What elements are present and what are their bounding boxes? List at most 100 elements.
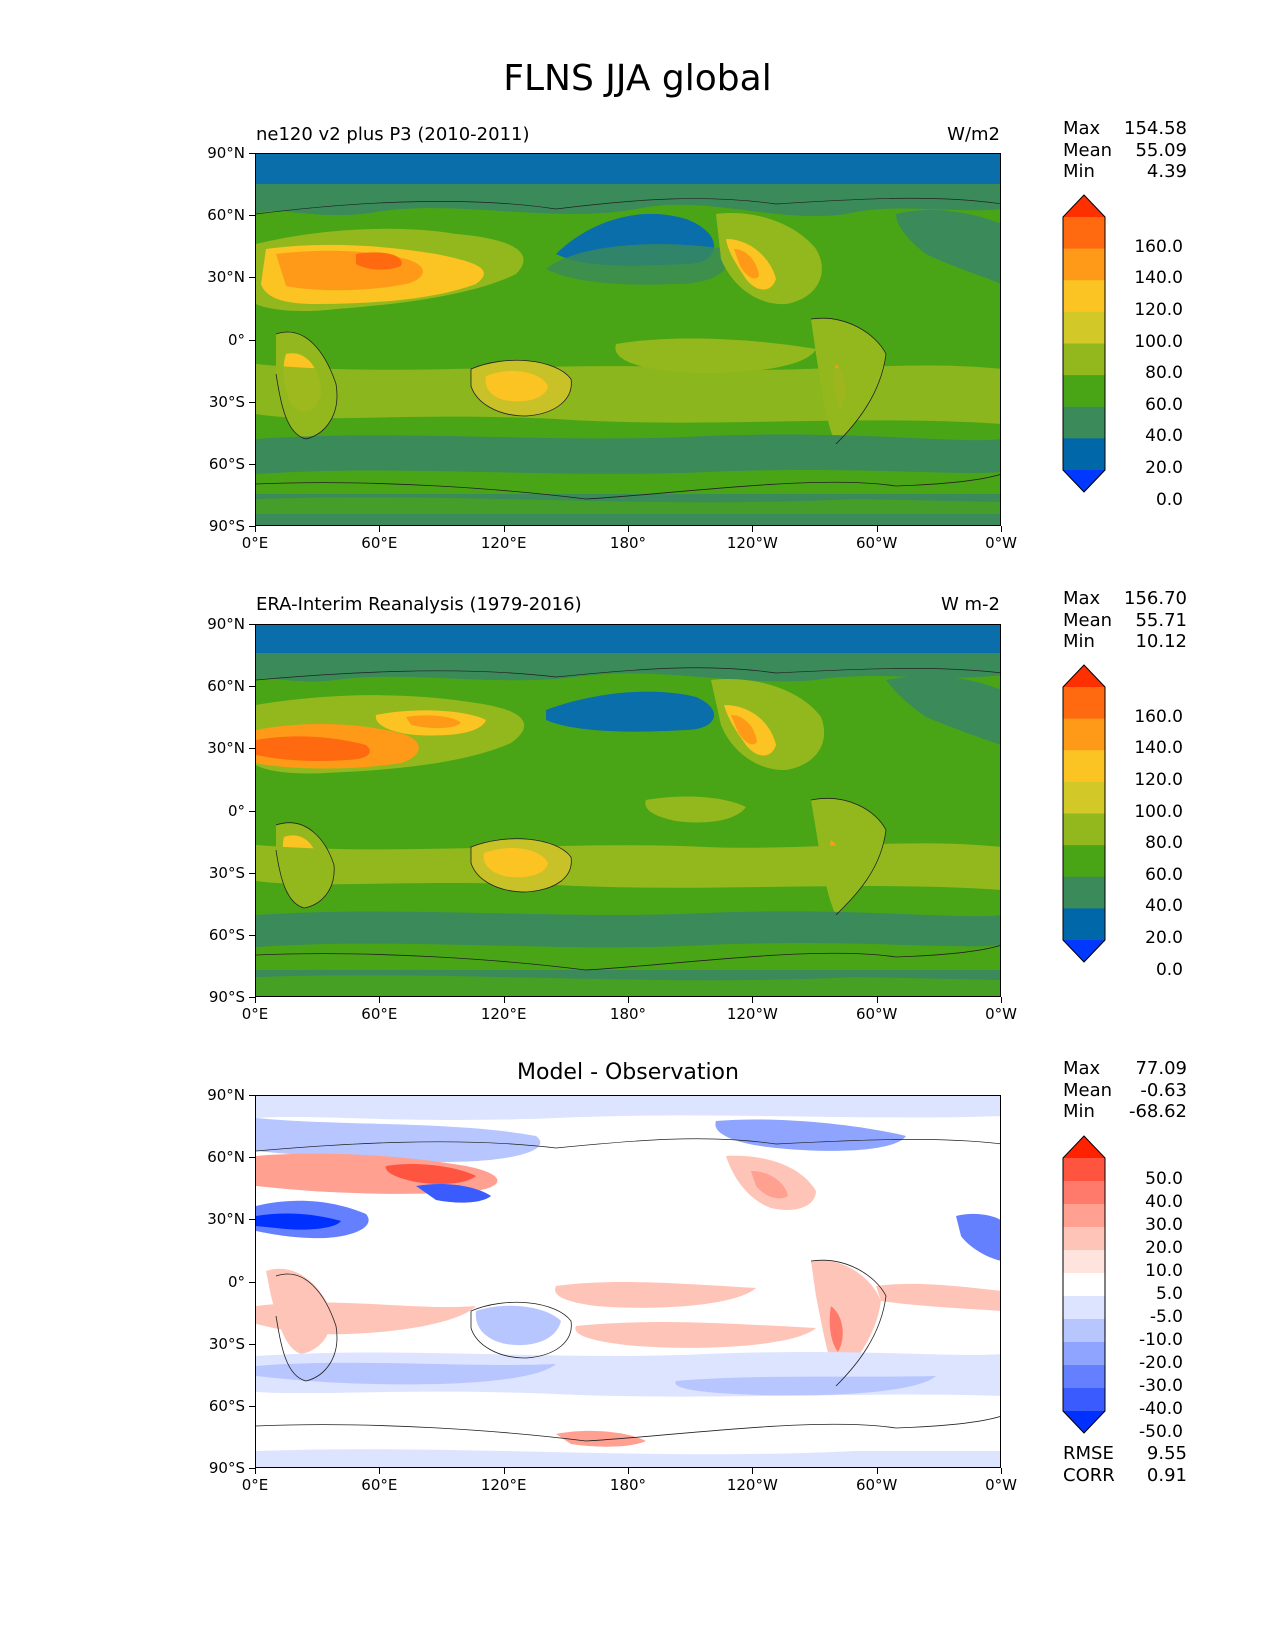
y-tick-label: 30°S: [208, 863, 245, 882]
stat-value: 10.12: [1135, 631, 1187, 652]
colorbar-segment: [1063, 1319, 1105, 1343]
x-tick-label: 0°W: [985, 1005, 1017, 1023]
colorbar-tick-label: 120.0: [1134, 769, 1183, 790]
stat-label: Mean: [1063, 1079, 1113, 1101]
colorbar-segment: [1063, 813, 1105, 846]
colorbar-segment: [1063, 311, 1105, 344]
stat-row: Min 4.39: [1063, 161, 1187, 183]
colorbar-tick-label: 40.0: [1145, 1192, 1183, 1212]
stat-value: -0.63: [1140, 1079, 1187, 1101]
y-tick-mark: [249, 1095, 255, 1096]
y-tick-label: 30°N: [207, 268, 245, 287]
colorbar-tick-label: 20.0: [1145, 458, 1183, 478]
y-tick-mark: [249, 1405, 255, 1407]
colorbar-segment: [1063, 1181, 1105, 1205]
colorbar-tick-label: 5.0: [1155, 1284, 1183, 1304]
stat-label: Max: [1063, 1058, 1101, 1079]
y-tick-label: 60°N: [207, 206, 245, 225]
map-model: [255, 153, 1001, 526]
x-tick-mark: [876, 526, 878, 532]
y-tick-label: 60°S: [208, 925, 245, 944]
colorbar-tick-label: 160.0: [1134, 706, 1183, 727]
panel-left-title: ERA-Interim Reanalysis (1979-2016): [256, 594, 582, 615]
colorbar-extend-bottom: [1063, 1411, 1105, 1433]
stat-row: Max 77.09: [1063, 1058, 1187, 1080]
colorbar-tick-label: 0.0: [1155, 959, 1183, 980]
y-tick-label: 90°S: [208, 988, 245, 1006]
x-tick-mark: [1001, 997, 1002, 1003]
stat-label: RMSE: [1063, 1443, 1114, 1464]
y-tick-mark: [249, 686, 255, 688]
y-tick-mark: [249, 810, 255, 812]
x-tick-mark: [503, 997, 505, 1003]
colorbar-tick-label: 100.0: [1134, 331, 1183, 352]
colorbar-segment: [1063, 1158, 1105, 1182]
colorbar-tick-label: 0.0: [1155, 489, 1183, 510]
x-tick-label: 0°W: [985, 1476, 1017, 1494]
y-tick-mark: [249, 1343, 255, 1345]
x-tick-label: 120°E: [480, 1476, 527, 1494]
colorbar-segment: [1063, 1204, 1105, 1228]
y-tick-label: 60°N: [207, 1148, 245, 1167]
colorbar-segment: [1063, 781, 1105, 814]
y-tick-mark: [249, 1157, 255, 1159]
colorbar-segment: [1063, 248, 1105, 281]
colorbar-svg: [1062, 194, 1106, 493]
stat-row: Mean -0.63: [1063, 1080, 1187, 1102]
colorbar-extend-top: [1063, 195, 1105, 217]
field-model-svg: [256, 154, 1000, 525]
y-tick-label: 90°S: [208, 517, 245, 535]
y-tick-label: 90°S: [208, 1459, 245, 1477]
y-tick-mark: [249, 872, 255, 874]
colorbar-segment: [1063, 280, 1105, 313]
colorbar-extend-top: [1063, 665, 1105, 687]
y-tick-label: 60°S: [208, 1396, 245, 1415]
y-tick-mark: [249, 748, 255, 750]
colorbar-tick-label: 40.0: [1145, 896, 1183, 917]
colorbar-tick-label: 140.0: [1134, 268, 1183, 289]
map-difference: [255, 1095, 1001, 1468]
stat-row: Max 154.58: [1063, 118, 1187, 140]
panel-units: W/m2: [947, 124, 1000, 145]
stat-value: 55.71: [1135, 609, 1187, 631]
colorbar-tick-label: 120.0: [1134, 299, 1183, 320]
x-tick-label: 180°: [609, 1005, 647, 1023]
colorbar-outline: [1062, 1135, 1106, 1434]
stat-row: RMSE 9.55: [1063, 1443, 1187, 1465]
colorbar-segment: [1063, 375, 1105, 408]
y-tick-mark: [249, 1219, 255, 1221]
y-tick-label: 90°N: [207, 615, 245, 633]
x-tick-label: 0°E: [241, 1005, 269, 1023]
colorbar-segment: [1063, 406, 1105, 439]
y-tick-mark: [249, 934, 255, 936]
colorbar-svg: [1062, 1135, 1106, 1434]
panel-center-title: Model - Observation: [517, 1060, 739, 1085]
x-tick-mark: [752, 1468, 754, 1474]
stat-value: 156.70: [1124, 588, 1187, 609]
colorbar-segment: [1063, 1388, 1105, 1412]
x-tick-label: 60°E: [361, 534, 398, 552]
stat-value: 55.09: [1135, 139, 1187, 161]
stat-label: Min: [1063, 161, 1095, 182]
x-tick-mark: [876, 997, 878, 1003]
colorbar-tick-label: 30.0: [1145, 1215, 1183, 1235]
colorbar-tick-label: 80.0: [1145, 363, 1183, 384]
x-tick-mark: [752, 526, 754, 532]
x-tick-mark: [503, 1468, 505, 1474]
colorbar-extend-bottom: [1063, 470, 1105, 492]
y-tick-mark: [249, 463, 255, 465]
stat-label: Min: [1063, 1101, 1095, 1122]
colorbar-outline: [1062, 664, 1106, 963]
stat-row: Mean 55.71: [1063, 610, 1187, 632]
y-tick-label: 90°N: [207, 144, 245, 162]
colorbar-segment: [1063, 687, 1105, 720]
y-tick-mark: [249, 153, 255, 154]
colorbar-segment: [1063, 343, 1105, 376]
colorbar-segment: [1063, 217, 1105, 250]
stat-row: CORR 0.91: [1063, 1465, 1187, 1487]
colorbar-segment: [1063, 908, 1105, 941]
colorbar-segment: [1063, 1250, 1105, 1274]
x-tick-label: 120°E: [480, 534, 527, 552]
colorbar-tick-label: 10.0: [1145, 1261, 1183, 1281]
colorbar-segment: [1063, 1365, 1105, 1389]
